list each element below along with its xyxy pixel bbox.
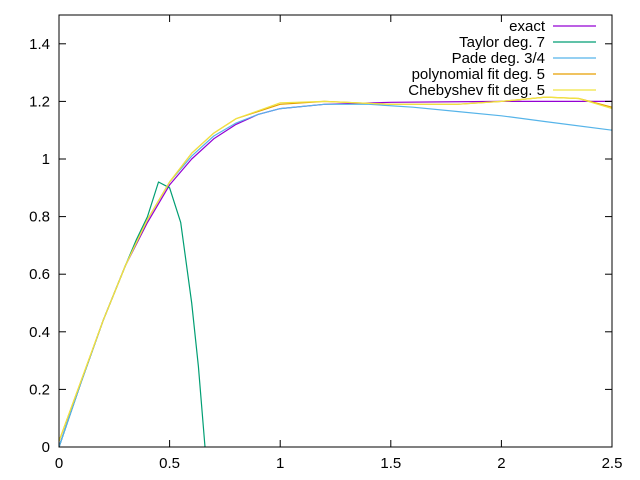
series-line-0 xyxy=(58,100,612,448)
x-tick-label: 0.5 xyxy=(159,455,180,472)
series-line-2 xyxy=(58,103,613,448)
legend-label: exact xyxy=(509,18,546,35)
series-line-4 xyxy=(58,96,613,442)
axis-ticks: 0 0.5 1 1.5 2 2.5 0 0.2 0.4 0.6 0.8 1 1.2 1.4 xyxy=(29,15,622,472)
y-tick-label: 0.4 xyxy=(29,324,50,341)
y-tick-label: 1.2 xyxy=(29,93,50,110)
y-tick-label: 0.8 xyxy=(29,209,50,226)
series-curves xyxy=(58,96,613,448)
legend-label: Chebyshev fit deg. 5 xyxy=(408,82,545,99)
y-tick-label: 0.2 xyxy=(29,381,50,398)
x-tick-label: 2.5 xyxy=(602,455,623,472)
legend-label: Pade deg. 3/4 xyxy=(452,50,545,67)
x-tick-label: 2 xyxy=(497,455,505,472)
legend-label: polynomial fit deg. 5 xyxy=(412,66,545,83)
plot-border xyxy=(58,14,613,448)
series-line-1 xyxy=(58,181,206,448)
series-line-3 xyxy=(58,96,613,442)
y-tick-label: 1.4 xyxy=(29,36,50,53)
y-tick-label: 0 xyxy=(42,439,50,456)
x-tick-label: 0 xyxy=(55,455,63,472)
x-tick-label: 1.5 xyxy=(380,455,401,472)
y-tick-label: 0.6 xyxy=(29,266,50,283)
x-tick-label: 1 xyxy=(276,455,284,472)
legend-label: Taylor deg. 7 xyxy=(459,34,545,51)
y-tick-label: 1 xyxy=(42,151,50,168)
